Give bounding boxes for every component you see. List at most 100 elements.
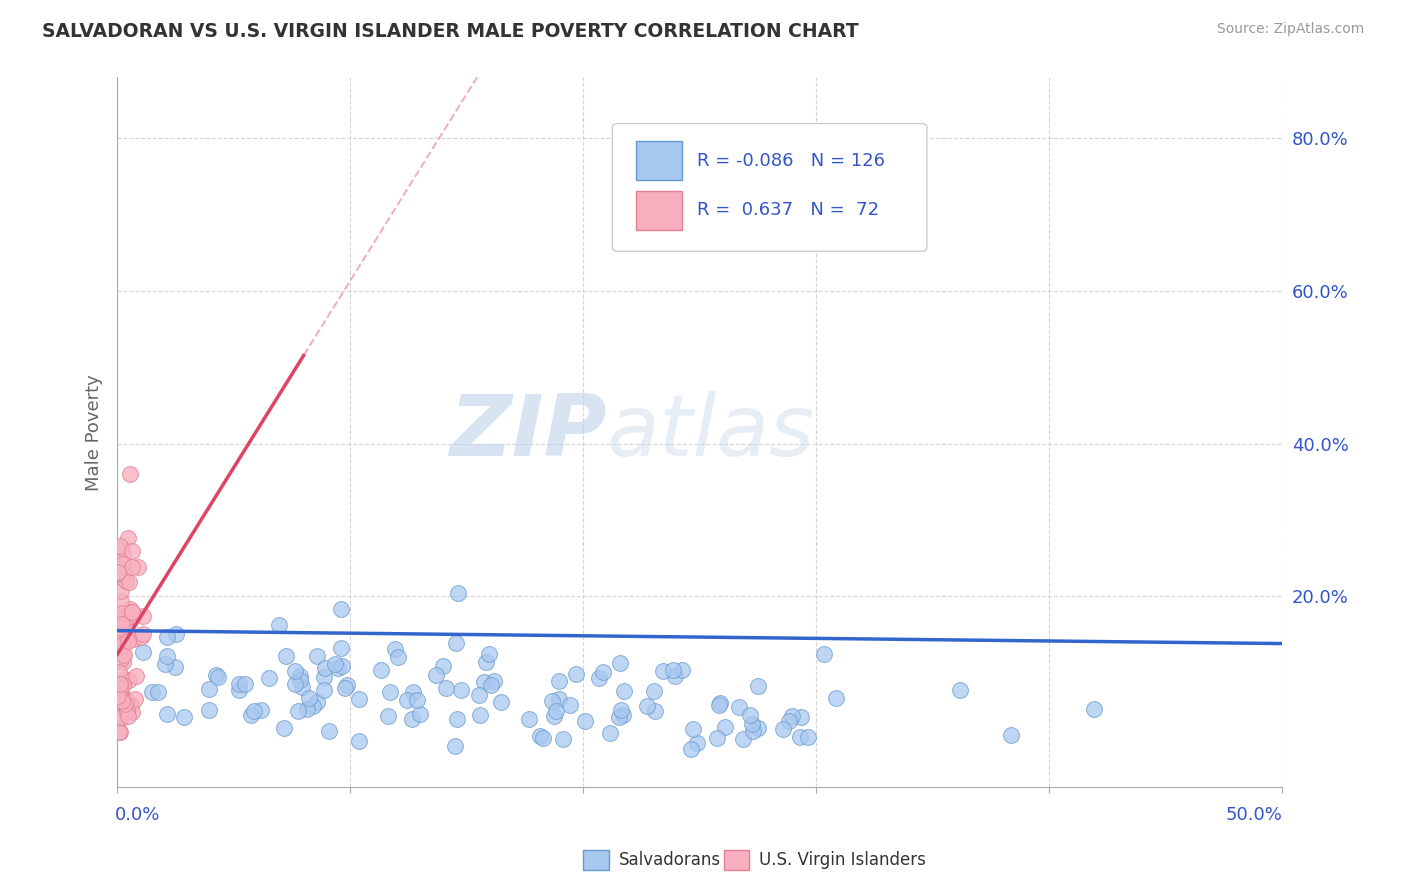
Point xyxy=(643,683,665,698)
Point xyxy=(741,717,763,731)
Point xyxy=(662,664,685,678)
Text: 50.0%: 50.0% xyxy=(1226,806,1282,824)
Point xyxy=(548,692,571,706)
Point xyxy=(446,712,468,726)
Point xyxy=(120,467,142,481)
Point xyxy=(121,605,143,619)
Point xyxy=(796,730,818,744)
Point xyxy=(607,709,630,723)
Point xyxy=(302,699,325,714)
Point xyxy=(122,632,145,646)
Point xyxy=(108,539,131,553)
Point xyxy=(114,616,136,631)
Point xyxy=(110,594,132,608)
Point xyxy=(114,704,136,718)
Point xyxy=(318,724,340,739)
Point xyxy=(250,703,273,717)
Point xyxy=(475,655,498,669)
Point xyxy=(588,671,610,685)
Point xyxy=(332,658,354,673)
Point xyxy=(240,708,263,723)
Point xyxy=(778,714,800,728)
Point xyxy=(709,696,731,710)
Point xyxy=(112,690,135,704)
Point xyxy=(349,733,371,747)
Point xyxy=(233,676,256,690)
Point xyxy=(273,721,295,735)
Point xyxy=(482,674,505,689)
Point xyxy=(155,657,177,672)
Point xyxy=(714,720,737,734)
Point xyxy=(529,730,551,744)
Point xyxy=(112,566,135,581)
Point xyxy=(609,657,631,671)
Point xyxy=(468,689,491,703)
Point xyxy=(108,608,131,623)
Point xyxy=(401,712,423,726)
Point xyxy=(111,616,134,631)
Point xyxy=(517,712,540,726)
Point xyxy=(664,669,686,683)
Point xyxy=(290,673,312,688)
Point xyxy=(110,584,132,599)
Point xyxy=(107,689,129,703)
Point xyxy=(1000,728,1022,742)
Point xyxy=(156,707,179,722)
Point xyxy=(592,665,614,679)
Point xyxy=(610,703,633,717)
Point xyxy=(330,641,353,656)
FancyBboxPatch shape xyxy=(636,141,682,180)
Point xyxy=(120,698,142,712)
Point xyxy=(131,627,153,641)
Point xyxy=(540,694,562,708)
Point xyxy=(108,710,131,724)
Point xyxy=(120,602,142,616)
Point xyxy=(105,609,128,624)
Point xyxy=(108,686,131,700)
Point xyxy=(112,656,135,670)
Point xyxy=(274,649,297,664)
Point xyxy=(115,695,138,709)
Point xyxy=(432,659,454,673)
Point xyxy=(387,650,409,665)
Point xyxy=(544,704,567,718)
Point xyxy=(259,672,281,686)
Point xyxy=(707,698,730,712)
Point xyxy=(165,660,187,674)
Point xyxy=(107,725,129,739)
Point xyxy=(444,636,467,650)
Point xyxy=(468,707,491,722)
Point xyxy=(112,648,135,662)
Point xyxy=(489,695,512,709)
Point xyxy=(380,685,402,699)
Point xyxy=(409,706,432,721)
Point xyxy=(574,714,596,728)
Point xyxy=(108,630,131,644)
Point xyxy=(406,693,429,707)
Point xyxy=(450,683,472,698)
Point xyxy=(644,704,666,718)
Point xyxy=(396,692,419,706)
Point xyxy=(111,557,134,571)
Point xyxy=(141,685,163,699)
Point xyxy=(110,651,132,665)
Point xyxy=(110,651,132,665)
Point xyxy=(111,541,134,556)
Point xyxy=(314,661,336,675)
Point xyxy=(444,739,467,753)
Point xyxy=(336,678,359,692)
Point xyxy=(612,707,634,722)
Point xyxy=(728,700,751,714)
Text: U.S. Virgin Islanders: U.S. Virgin Islanders xyxy=(759,851,927,869)
Point xyxy=(652,664,675,678)
Point xyxy=(789,710,811,724)
Point xyxy=(108,713,131,727)
Point xyxy=(108,633,131,648)
Point xyxy=(682,723,704,737)
Point xyxy=(125,669,148,683)
Point xyxy=(111,678,134,692)
Point xyxy=(478,648,501,662)
FancyBboxPatch shape xyxy=(613,124,927,252)
Point xyxy=(108,725,131,739)
Point xyxy=(789,730,811,744)
